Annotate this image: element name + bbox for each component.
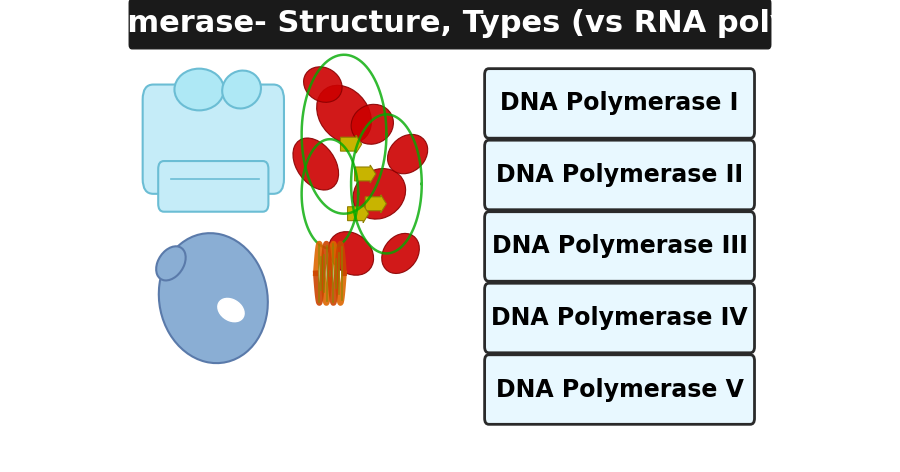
- FancyBboxPatch shape: [484, 283, 754, 353]
- Ellipse shape: [388, 135, 427, 174]
- Ellipse shape: [303, 67, 342, 102]
- Ellipse shape: [218, 298, 244, 322]
- FancyBboxPatch shape: [158, 161, 268, 212]
- FancyBboxPatch shape: [484, 68, 754, 138]
- Ellipse shape: [353, 169, 406, 219]
- Ellipse shape: [317, 85, 372, 143]
- FancyBboxPatch shape: [484, 355, 754, 424]
- Ellipse shape: [157, 246, 185, 280]
- Text: DNA Polymerase- Structure, Types (vs RNA polymerase): DNA Polymerase- Structure, Types (vs RNA…: [0, 9, 900, 38]
- Text: DNA Polymerase I: DNA Polymerase I: [500, 92, 739, 116]
- Ellipse shape: [351, 104, 393, 144]
- Text: DNA Polymerase V: DNA Polymerase V: [496, 378, 743, 402]
- Ellipse shape: [158, 233, 268, 363]
- FancyBboxPatch shape: [130, 0, 770, 49]
- FancyArrow shape: [340, 135, 362, 153]
- FancyBboxPatch shape: [143, 84, 284, 194]
- FancyArrow shape: [355, 165, 376, 183]
- FancyBboxPatch shape: [484, 140, 754, 210]
- Text: DNA Polymerase IV: DNA Polymerase IV: [491, 306, 748, 330]
- Ellipse shape: [292, 138, 338, 190]
- Ellipse shape: [222, 70, 261, 109]
- Ellipse shape: [382, 233, 419, 273]
- Text: DNA Polymerase III: DNA Polymerase III: [491, 235, 748, 259]
- FancyBboxPatch shape: [484, 212, 754, 281]
- Text: DNA Polymerase II: DNA Polymerase II: [496, 163, 743, 187]
- Ellipse shape: [175, 68, 224, 110]
- FancyArrow shape: [365, 195, 386, 213]
- FancyArrow shape: [347, 205, 369, 223]
- Ellipse shape: [328, 232, 374, 275]
